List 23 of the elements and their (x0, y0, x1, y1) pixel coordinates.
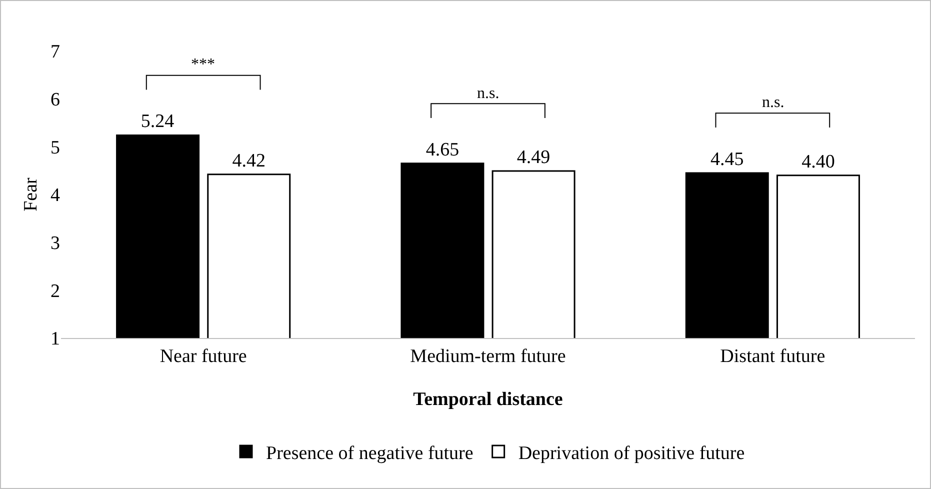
y-tick-label: 3 (50, 232, 60, 254)
data-label: 5.24 (140, 111, 175, 132)
x-tick-label: Medium-term future (410, 346, 566, 367)
x-tick-label: Near future (160, 346, 247, 367)
annotation: n.s. (477, 85, 500, 102)
annotation: n.s. (762, 94, 784, 111)
data-label: 4.49 (516, 147, 550, 168)
legend-label: Presence of negative future (266, 442, 474, 464)
data-label: 4.42 (232, 150, 266, 172)
x-tick-label: Distant future (720, 346, 826, 367)
x-axis-title: Temporal distance (413, 389, 563, 410)
data-label: 4.65 (426, 139, 460, 160)
y-tick-label: 7 (50, 42, 60, 63)
data-label: 4.45 (710, 148, 744, 170)
y-tick-label: 2 (50, 280, 60, 302)
y-tick-label: 5 (50, 137, 60, 158)
y-tick-label: 6 (50, 89, 60, 110)
legend-label: Deprivation of positive future (518, 442, 745, 464)
data-label: 4.40 (802, 151, 835, 172)
y-tick-label: 1 (50, 328, 60, 350)
y-tick-label: 4 (50, 185, 60, 206)
annotation: *** (191, 56, 215, 73)
y-axis-title: Fear (20, 176, 42, 212)
